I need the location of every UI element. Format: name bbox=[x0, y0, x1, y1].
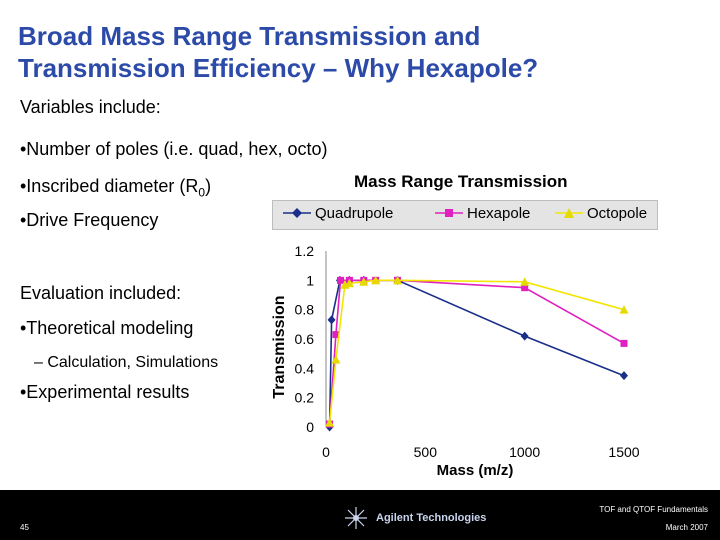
point-octopole bbox=[393, 275, 403, 285]
legend-hexapole: Hexapole bbox=[435, 204, 530, 222]
y-tick-label: 0.8 bbox=[295, 302, 315, 318]
title-line-1: Broad Mass Range Transmission and bbox=[18, 21, 481, 51]
point-hexapole bbox=[521, 284, 529, 292]
evaluation-experimental: •Experimental results bbox=[20, 382, 190, 402]
logo-text: Agilent Technologies bbox=[376, 512, 487, 524]
legend-quadrupole-swatch bbox=[283, 208, 311, 219]
series-line-hexapole bbox=[328, 279, 625, 425]
point-octopole bbox=[331, 355, 341, 364]
legend-octopole-swatch bbox=[555, 208, 583, 219]
point-hexapole bbox=[332, 331, 340, 339]
agilent-spark-icon bbox=[345, 507, 367, 529]
point-hexapole bbox=[337, 276, 345, 284]
y-tick-label: 0.2 bbox=[295, 390, 315, 406]
y-tick-label: 1.2 bbox=[295, 243, 315, 259]
x-tick-label: 500 bbox=[414, 444, 438, 460]
chart-plot: 0 0.2 0.4 0.6 0.8 1 1.2 0 500 1000 1500 Mass (m/z) T… bbox=[271, 243, 640, 479]
chart-legend: Quadrupole Hexapole Octopole bbox=[272, 200, 658, 230]
y-tick-label: 0.6 bbox=[295, 331, 315, 347]
variable-inscribed-diameter-text: •Inscribed diameter (R bbox=[20, 176, 199, 196]
y-axis-label: Transmission bbox=[271, 295, 288, 398]
r-close-paren: ) bbox=[205, 176, 212, 196]
r-subscript: 0 bbox=[198, 185, 206, 200]
x-tick-label: 1500 bbox=[608, 444, 639, 460]
variables-heading: Variables include: bbox=[20, 97, 161, 117]
footer-bar bbox=[0, 490, 720, 540]
page-number: 45 bbox=[20, 523, 29, 532]
evaluation-calculations: – Calculation, Simulations bbox=[34, 354, 219, 371]
y-tick-label: 1 bbox=[306, 272, 314, 288]
title-line-2: Transmission Efficiency – Why Hexapole? bbox=[18, 53, 539, 83]
variable-inscribed-diameter: •Inscribed diameter (R0) bbox=[20, 176, 211, 200]
point-octopole bbox=[371, 275, 381, 285]
x-axis-label: Mass (m/z) bbox=[437, 462, 514, 479]
point-quadrupole bbox=[327, 315, 336, 325]
y-tick-label: 0.4 bbox=[295, 360, 315, 376]
point-octopole bbox=[520, 277, 530, 286]
footer-date: March 2007 bbox=[665, 523, 708, 532]
point-octopole bbox=[619, 305, 629, 314]
legend-hexapole-label: Hexapole bbox=[467, 204, 531, 222]
legend-quadrupole-label: Quadrupole bbox=[315, 204, 394, 222]
variable-drive-frequency: •Drive Frequency bbox=[20, 210, 159, 230]
series-line-quadrupole bbox=[328, 279, 625, 428]
agilent-logo: Agilent Technologies bbox=[344, 505, 486, 531]
legend-octopole-label: Octopole bbox=[587, 204, 648, 222]
legend-octopole: Octopole bbox=[555, 204, 647, 222]
point-octopole bbox=[359, 277, 369, 286]
x-tick-label: 1000 bbox=[509, 444, 540, 460]
evaluation-theoretical: •Theoretical modeling bbox=[20, 318, 194, 338]
point-quadrupole bbox=[520, 331, 529, 341]
slide-title: Broad Mass Range Transmission and Transm… bbox=[18, 20, 708, 84]
point-octopole bbox=[325, 418, 335, 427]
series-line-octopole bbox=[328, 279, 625, 423]
y-tick-label: 0 bbox=[306, 419, 314, 435]
point-hexapole bbox=[620, 339, 628, 347]
point-octopole bbox=[344, 278, 354, 288]
x-tick-label: 0 bbox=[322, 444, 330, 460]
variable-poles: •Number of poles (i.e. quad, hex, octo) bbox=[20, 139, 328, 159]
legend-hexapole-swatch bbox=[435, 209, 463, 218]
evaluation-heading: Evaluation included: bbox=[20, 283, 182, 303]
legend-quadrupole: Quadrupole bbox=[283, 204, 393, 222]
chart-title: Mass Range Transmission bbox=[354, 172, 568, 191]
footer-title: TOF and QTOF Fundamentals bbox=[599, 505, 708, 514]
point-quadrupole bbox=[620, 371, 628, 381]
